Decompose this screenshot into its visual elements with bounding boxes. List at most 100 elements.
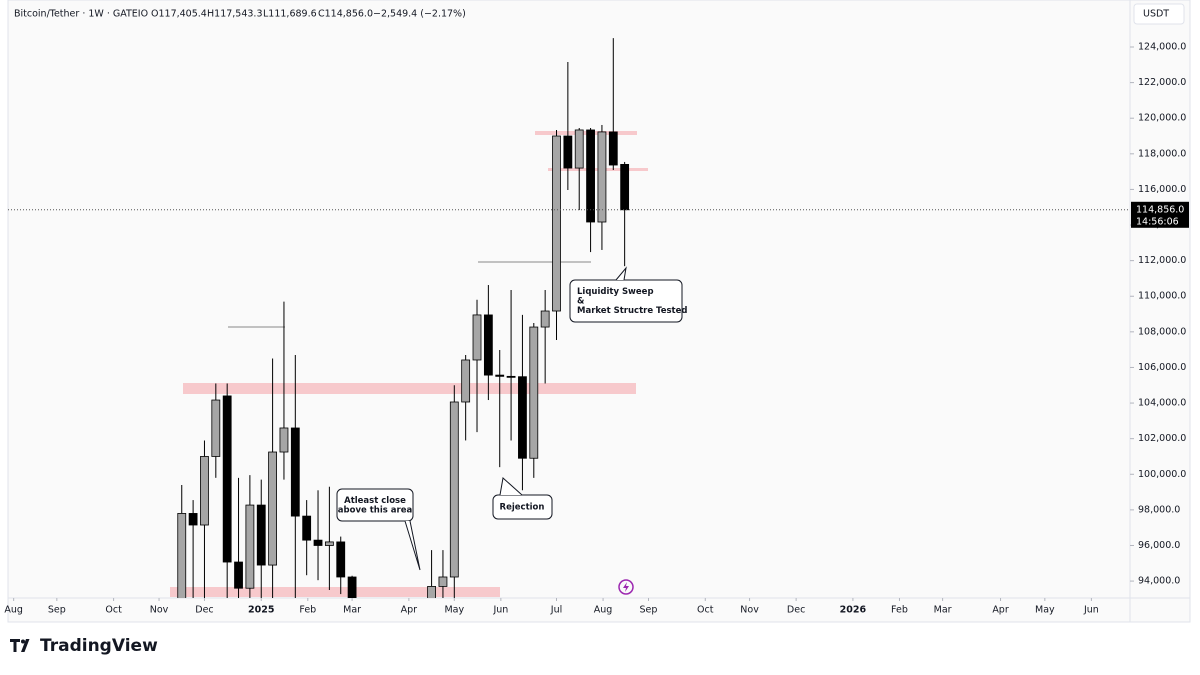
- x-tick-label: Aug: [594, 605, 613, 616]
- brand-logo: [10, 639, 30, 652]
- y-tick-label: 102,000.0: [1138, 433, 1186, 444]
- y-tick-label: 94,000.0: [1138, 576, 1180, 587]
- y-tick-label: 104,000.0: [1138, 398, 1186, 409]
- candle-body: [188, 513, 198, 526]
- annotation-text: Liquidity Sweep: [577, 287, 654, 297]
- x-tick-label: Apr: [401, 605, 418, 616]
- annotation-tail: [499, 477, 523, 496]
- candle-body: [495, 374, 505, 377]
- x-tick-label: 2025: [248, 605, 274, 616]
- axes: 94,000.0 96,000.0 98,000.0 100,000.0 102,000…: [4, 41, 1189, 616]
- candle-body: [608, 131, 618, 166]
- header-close: C114,856.0: [318, 9, 373, 20]
- candle-body: [245, 504, 255, 589]
- y-tick-label: 96,000.0: [1138, 540, 1180, 551]
- zone: [535, 131, 637, 135]
- candle-body: [540, 310, 550, 328]
- currency-box[interactable]: [1133, 3, 1185, 25]
- countdown: 14:56:06: [1136, 216, 1179, 227]
- y-tick-label: 100,000.0: [1138, 469, 1186, 480]
- candle-body: [620, 164, 630, 211]
- candle-body: [290, 427, 300, 517]
- annotation-box: [569, 279, 683, 323]
- x-tick-label: Jun: [492, 605, 508, 616]
- header-symbol: Bitcoin/Tether · 1W · GATEIO: [14, 9, 148, 20]
- candle-body: [529, 326, 539, 459]
- x-tick-label: Feb: [299, 605, 316, 616]
- candle-body: [256, 504, 266, 566]
- x-tick-label: May: [1035, 605, 1055, 616]
- x-tick-label: Jun: [1083, 605, 1099, 616]
- candles: [177, 38, 630, 598]
- zone: [170, 587, 500, 597]
- candle-body: [211, 399, 221, 457]
- y-tick-label: 122,000.0: [1138, 77, 1186, 88]
- x-tick-label: Dec: [787, 605, 805, 616]
- x-tick-label: May: [444, 605, 464, 616]
- candle-body: [563, 135, 573, 169]
- x-tick-label: Feb: [891, 605, 908, 616]
- candle-body: [279, 427, 289, 453]
- candle-body: [302, 515, 312, 541]
- annotation-text: above this area: [338, 505, 413, 515]
- event-bolt: [623, 582, 629, 592]
- currency: USDT: [1143, 9, 1169, 20]
- x-tick-label: Mar: [934, 605, 952, 616]
- header-high: H117,543.3: [207, 9, 263, 20]
- candle-body: [200, 456, 209, 526]
- candle-body: [449, 401, 459, 578]
- y-tick-label: 98,000.0: [1138, 504, 1180, 515]
- y-tick-label: 110,000.0: [1138, 291, 1186, 302]
- candle-body: [574, 129, 584, 169]
- x-tick-label: Sep: [48, 605, 66, 616]
- candle-body: [461, 359, 471, 403]
- x-tick-label: Oct: [697, 605, 714, 616]
- candle-body: [483, 314, 493, 376]
- x-tick-label: Sep: [640, 605, 658, 616]
- candle-body: [506, 375, 516, 378]
- candle-body: [427, 586, 436, 598]
- y-tick-label: 106,000.0: [1138, 362, 1186, 373]
- candle-body: [438, 576, 448, 587]
- brand: TradingView: [10, 636, 158, 656]
- candle-body: [518, 376, 527, 459]
- y-tick-label: 124,000.0: [1138, 41, 1186, 52]
- x-tick-label: 2026: [840, 605, 867, 616]
- annotation-tail: [404, 520, 421, 571]
- candle-body: [324, 541, 334, 546]
- x-tick-label: Oct: [105, 605, 122, 616]
- annotation-text: Rejection: [500, 503, 545, 513]
- plot-layer: [170, 38, 648, 598]
- y-tick-label: 108,000.0: [1138, 326, 1186, 337]
- header-change: −2,549.4 (−2.17%): [373, 9, 466, 20]
- y-tick-label: 120,000.0: [1138, 113, 1186, 124]
- header-open: O117,405.4: [151, 9, 207, 20]
- candle-body: [586, 129, 595, 223]
- last-price-box: [1131, 201, 1189, 228]
- x-tick-label: Mar: [343, 605, 361, 616]
- last-price-label: 114,856.0: [1136, 204, 1184, 215]
- y-tick-label: 118,000.0: [1138, 148, 1186, 159]
- candle-body: [347, 576, 357, 598]
- candle-body: [268, 451, 278, 566]
- annotation-box: [336, 488, 414, 522]
- candle-body: [597, 131, 607, 223]
- annotation-box: [492, 494, 553, 520]
- zone: [183, 383, 636, 394]
- annotation-text: Atleast close: [344, 496, 406, 506]
- x-tick-label: Apr: [992, 605, 1009, 616]
- candle-body: [472, 314, 482, 361]
- event-icon[interactable]: [618, 579, 634, 595]
- x-tick-label: Jul: [550, 605, 562, 616]
- annotation-text: Market Structre Tested: [577, 306, 687, 316]
- y-tick-label: 112,000.0: [1138, 255, 1186, 266]
- x-tick-label: Nov: [150, 605, 169, 616]
- brand-name: TradingView: [40, 636, 158, 656]
- annotation-text: &: [577, 297, 585, 307]
- candle-body: [222, 395, 232, 563]
- header-low: L111,689.6: [263, 9, 317, 20]
- x-tick-label: Aug: [4, 605, 23, 616]
- y-tick-label: 116,000.0: [1138, 184, 1186, 195]
